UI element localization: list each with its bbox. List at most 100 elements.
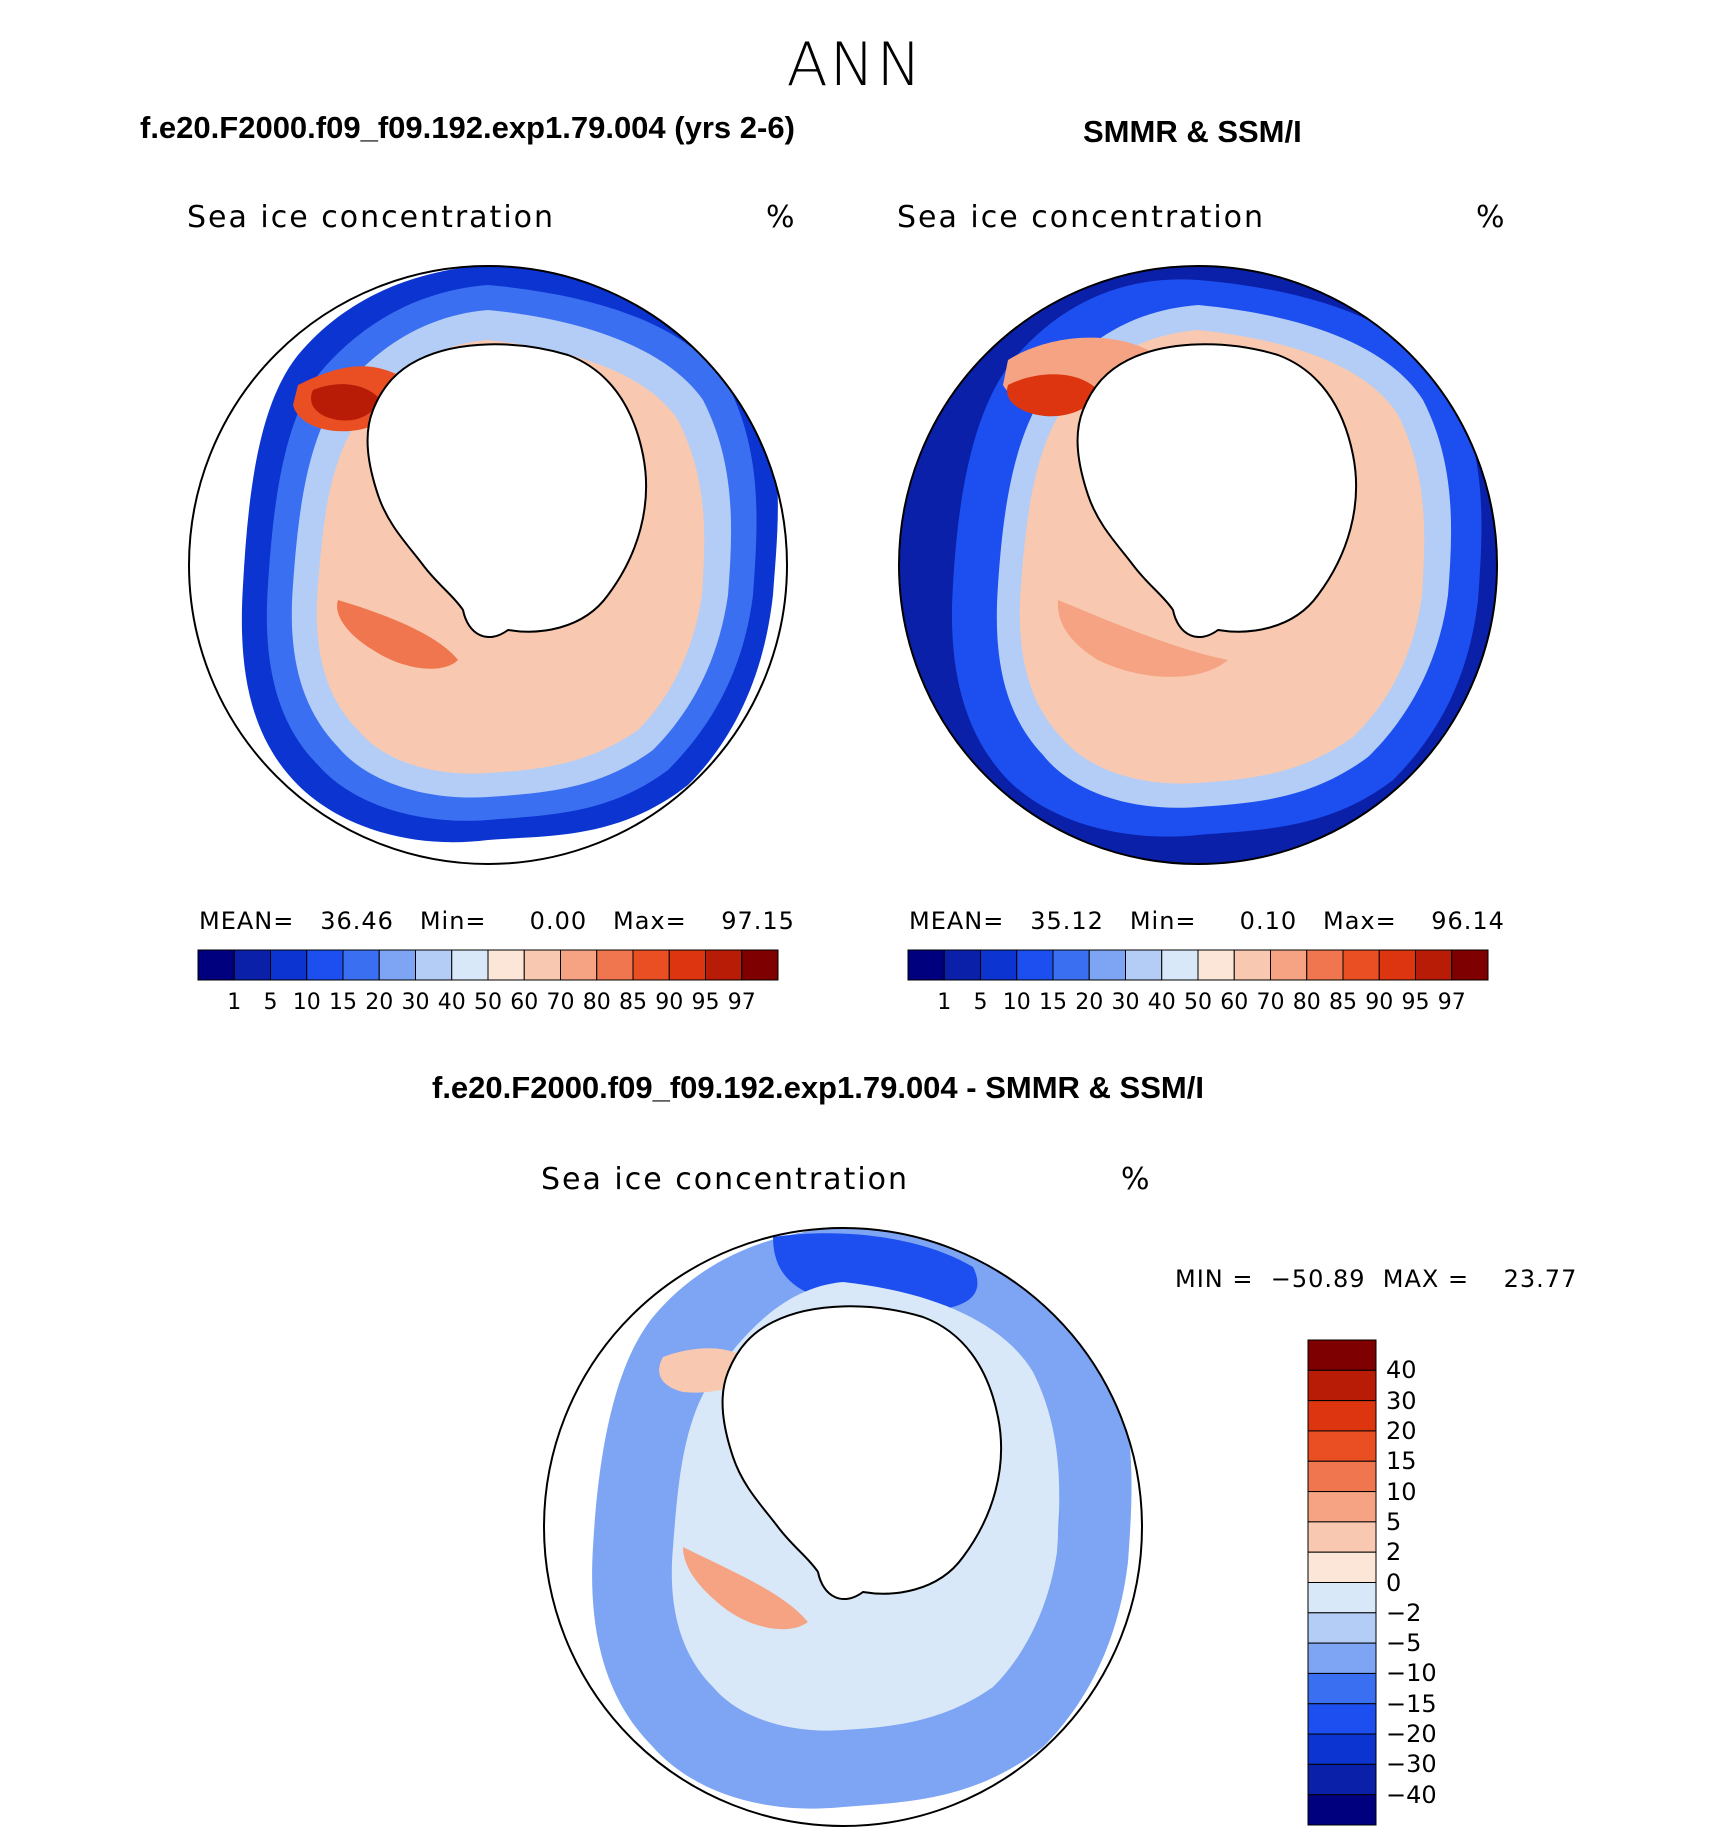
model-colorbar: [197, 949, 779, 981]
colorbar-tick-label: −40: [1386, 1780, 1437, 1809]
colorbar-tick-label: 15: [1039, 990, 1067, 1015]
diff-band-7: [683, 1547, 808, 1630]
colorbar-tick-label: 97: [727, 990, 756, 1015]
colorbar-tick-label: −2: [1386, 1598, 1422, 1627]
colorbar-swatch: [1197, 949, 1235, 981]
colorbar-tick-label: 5: [263, 990, 278, 1015]
colorbar-tick-label: 30: [1111, 990, 1140, 1015]
colorbar-swatch: [523, 949, 561, 981]
colorbar-tick-label: −10: [1386, 1659, 1437, 1688]
colorbar-swatch: [451, 949, 489, 981]
colorbar-tick-label: 20: [1386, 1416, 1417, 1445]
ice-band-6: [310, 384, 378, 421]
model-sea-ice-map: [188, 265, 788, 865]
colorbar-tick-label: 10: [292, 990, 321, 1015]
colorbar-tick-label: −30: [1386, 1750, 1437, 1779]
diff-stats-text: MIN = −50.89 MAX = 23.77: [1175, 1265, 1578, 1293]
colorbar-tick-label: 40: [1147, 990, 1176, 1015]
colorbar-swatch: [1307, 1642, 1377, 1674]
colorbar-swatch: [907, 949, 945, 981]
colorbar-tick-label: 30: [1386, 1386, 1417, 1415]
obs-colorbar: [907, 949, 1489, 981]
colorbar-tick-label: 95: [1401, 990, 1430, 1015]
colorbar-swatch: [1307, 1733, 1377, 1765]
colorbar-swatch: [980, 949, 1018, 981]
colorbar-tick-label: 40: [437, 990, 466, 1015]
colorbar-swatch: [668, 949, 706, 981]
colorbar-tick-label: 90: [1365, 990, 1394, 1015]
colorbar-swatch: [1161, 949, 1199, 981]
colorbar-tick-label: 5: [973, 990, 988, 1015]
colorbar-tick-label: 80: [582, 990, 611, 1015]
colorbar-tick-label: −5: [1386, 1629, 1422, 1658]
colorbar-tick-label: 20: [365, 990, 394, 1015]
colorbar-tick-label: 70: [1256, 990, 1285, 1015]
ice-band-6: [1007, 374, 1098, 417]
colorbar-tick-label: 5: [1386, 1507, 1402, 1536]
colorbar-swatch: [378, 949, 416, 981]
colorbar-tick-label: 90: [655, 990, 684, 1015]
colorbar-swatch: [1307, 1400, 1377, 1432]
colorbar-swatch: [1233, 949, 1271, 981]
antarctica-land: [721, 1305, 1003, 1601]
colorbar-swatch: [233, 949, 271, 981]
obs-stats-text: MEAN= 35.12 Min= 0.10 Max= 96.14: [909, 907, 1505, 935]
colorbar-swatch: [415, 949, 453, 981]
colorbar-tick-label: −20: [1386, 1720, 1437, 1749]
colorbar-swatch: [741, 949, 779, 981]
antarctica-land: [1076, 343, 1358, 639]
colorbar-tick-label: −15: [1386, 1689, 1437, 1718]
antarctica-land: [366, 343, 648, 639]
colorbar-swatch: [1451, 949, 1489, 981]
ice-band-7: [337, 600, 458, 669]
colorbar-swatch: [560, 949, 598, 981]
colorbar-swatch: [1306, 949, 1344, 981]
colorbar-swatch: [943, 949, 981, 981]
model-panel-title: f.e20.F2000.f09_f09.192.exp1.79.004 (yrs…: [140, 110, 795, 145]
colorbar-tick-label: 15: [329, 990, 357, 1015]
colorbar-swatch: [1342, 949, 1380, 981]
colorbar-swatch: [1270, 949, 1308, 981]
colorbar-swatch: [1307, 1460, 1377, 1493]
obs-units-label: %: [1476, 200, 1505, 235]
colorbar-swatch: [306, 949, 344, 981]
colorbar-tick-label: 80: [1292, 990, 1321, 1015]
diff-colorbar-ticks: 40 30 20 15 10 5 2 0 −2 −5 −10 −15 −20 −30 −40: [1386, 1340, 1466, 1825]
colorbar-swatch: [342, 949, 380, 981]
colorbar-swatch: [1307, 1430, 1377, 1462]
colorbar-tick-label: 97: [1437, 990, 1466, 1015]
colorbar-swatch: [1307, 1369, 1377, 1402]
colorbar-tick-label: 60: [510, 990, 539, 1015]
colorbar-tick-label: 1: [937, 990, 952, 1015]
diff-units-label: %: [1121, 1162, 1150, 1197]
colorbar-swatch: [1088, 949, 1126, 981]
obs-colorbar-ticks: 1 5 10 15 20 30 40 50 60 70 80 85 90 95 97: [908, 990, 1488, 1020]
obs-variable-label: Sea ice concentration: [897, 200, 1266, 235]
colorbar-swatch: [197, 949, 235, 981]
colorbar-swatch: [1307, 1551, 1377, 1583]
colorbar-tick-label: 60: [1220, 990, 1249, 1015]
colorbar-tick-label: 10: [1002, 990, 1031, 1015]
colorbar-swatch: [596, 949, 634, 981]
colorbar-tick-label: 10: [1386, 1477, 1417, 1506]
diff-variable-label: Sea ice concentration: [541, 1162, 910, 1197]
colorbar-swatch: [632, 949, 670, 981]
ice-band-7: [1057, 600, 1228, 677]
colorbar-swatch: [1307, 1339, 1377, 1371]
colorbar-swatch: [1125, 949, 1163, 981]
colorbar-tick-label: 2: [1386, 1538, 1402, 1567]
colorbar-swatch: [487, 949, 525, 981]
colorbar-swatch: [1415, 949, 1453, 981]
model-stats-text: MEAN= 36.46 Min= 0.00 Max= 97.15: [199, 907, 795, 935]
colorbar-tick-label: 0: [1386, 1568, 1402, 1597]
colorbar-tick-label: 30: [401, 990, 430, 1015]
colorbar-swatch: [1378, 949, 1416, 981]
colorbar-swatch: [270, 949, 308, 981]
colorbar-swatch: [1307, 1763, 1377, 1796]
colorbar-tick-label: 15: [1386, 1447, 1417, 1476]
model-units-label: %: [766, 200, 795, 235]
colorbar-swatch: [1016, 949, 1054, 981]
colorbar-tick-label: 85: [619, 990, 647, 1015]
colorbar-tick-label: 70: [546, 990, 575, 1015]
obs-panel-title: SMMR & SSM/I: [1083, 114, 1302, 149]
